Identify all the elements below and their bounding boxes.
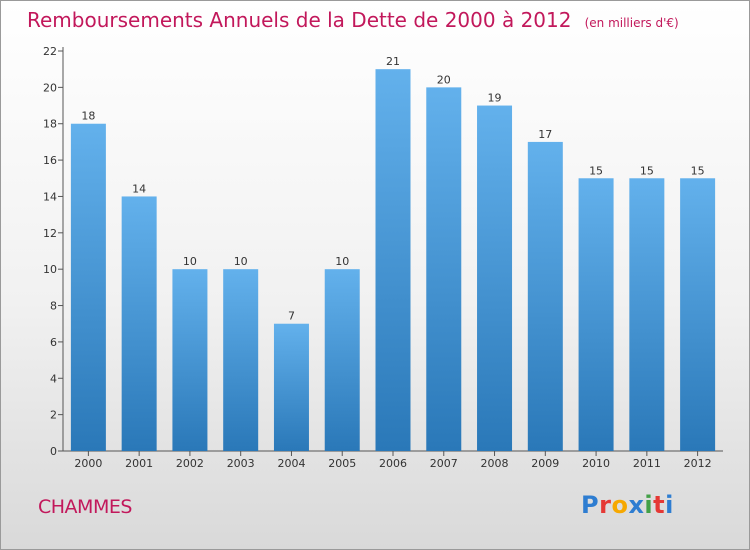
bar (680, 178, 716, 452)
chart-title: Remboursements Annuels de la Dette de 20… (27, 8, 572, 32)
chart-unit: (en milliers d'€) (584, 16, 679, 30)
x-tick-label: 2011 (633, 457, 661, 470)
data-label: 18 (81, 110, 95, 123)
x-tick-label: 2009 (531, 457, 559, 470)
data-label: 21 (386, 55, 400, 68)
logo-letter: t (653, 491, 666, 519)
x-tick-label: 2008 (481, 457, 509, 470)
logo-letter: r (599, 491, 612, 519)
data-label: 19 (488, 92, 502, 105)
title-row: Remboursements Annuels de la Dette de 20… (27, 8, 679, 32)
bar (477, 105, 513, 451)
data-label: 15 (589, 164, 603, 177)
x-tick-label: 2005 (328, 457, 356, 470)
data-label: 15 (691, 164, 705, 177)
proxiti-logo: Proxiti (581, 491, 674, 519)
y-tick-label: 16 (43, 154, 57, 167)
bar (324, 269, 360, 451)
y-tick-label: 8 (50, 300, 57, 313)
y-tick-label: 22 (43, 45, 57, 58)
logo-letter: P (581, 491, 600, 519)
data-label: 10 (234, 255, 248, 268)
x-tick-label: 2002 (176, 457, 204, 470)
bar (375, 69, 411, 451)
data-label: 17 (538, 128, 552, 141)
y-tick-label: 6 (50, 336, 57, 349)
bar (578, 178, 614, 452)
bar (70, 123, 106, 452)
commune-name: CHAMMES (38, 496, 132, 518)
logo-letter: i (665, 491, 674, 519)
data-label: 15 (640, 164, 654, 177)
y-tick-label: 12 (43, 227, 57, 240)
data-label: 7 (288, 310, 295, 323)
data-label: 10 (183, 255, 197, 268)
y-tick-label: 0 (50, 445, 57, 458)
logo-letter: x (628, 491, 645, 519)
x-tick-label: 2004 (277, 457, 305, 470)
logo-letter: o (611, 491, 629, 519)
bar (172, 269, 208, 451)
x-tick-label: 2003 (227, 457, 255, 470)
logo-letter: i (644, 491, 654, 519)
data-label: 20 (437, 73, 451, 86)
y-tick-label: 18 (43, 118, 57, 131)
y-tick-label: 14 (43, 190, 57, 203)
bar (273, 323, 309, 451)
y-tick-label: 4 (50, 372, 57, 385)
bar (223, 269, 259, 451)
y-tick-label: 10 (43, 263, 57, 276)
data-label: 10 (335, 255, 349, 268)
x-tick-label: 2007 (430, 457, 458, 470)
bar (527, 141, 563, 451)
bar (426, 87, 462, 451)
y-tick-label: 2 (50, 409, 57, 422)
bar (629, 178, 665, 452)
x-tick-label: 2010 (582, 457, 610, 470)
x-tick-label: 2000 (74, 457, 102, 470)
x-tick-label: 2012 (684, 457, 712, 470)
x-tick-label: 2001 (125, 457, 153, 470)
x-tick-label: 2006 (379, 457, 407, 470)
y-tick-label: 20 (43, 81, 57, 94)
bar (121, 196, 157, 451)
data-label: 14 (132, 182, 146, 195)
